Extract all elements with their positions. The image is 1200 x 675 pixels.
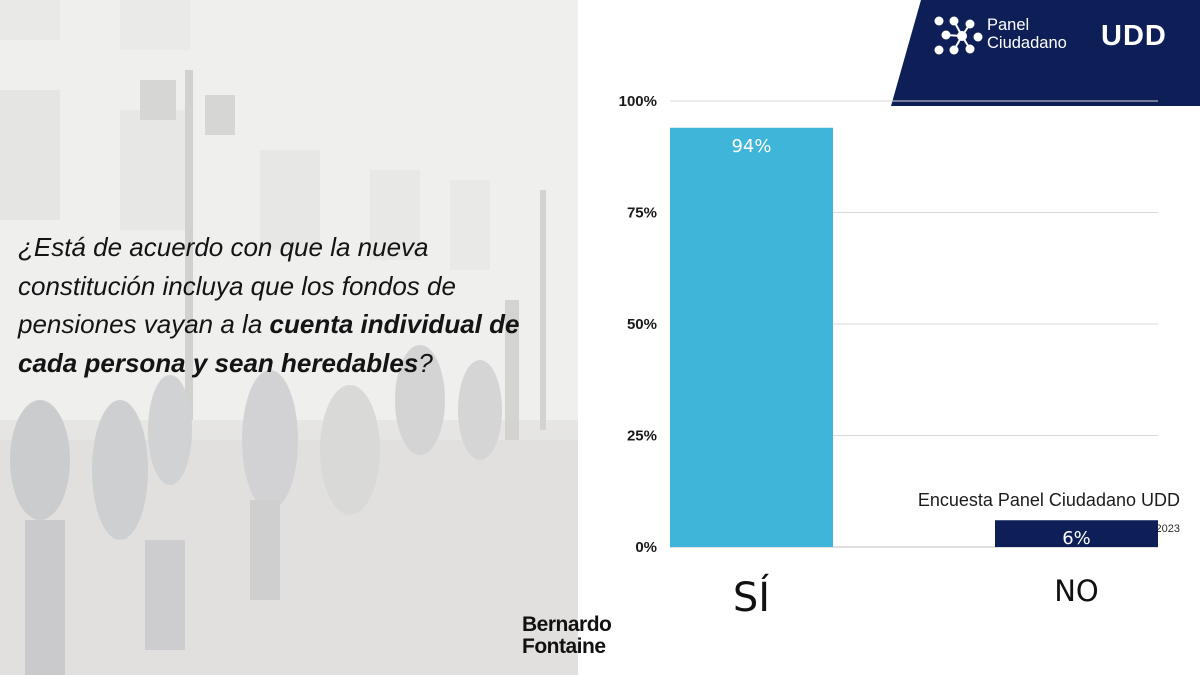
x-category-label: NO: [1054, 574, 1099, 608]
question-text-bold: cuenta individual de cada persona y sean…: [18, 309, 520, 378]
logo-line-panel: Panel: [987, 16, 1030, 34]
x-category-label: SÍ: [733, 573, 770, 621]
signature-first-name: Bernardo: [522, 613, 612, 636]
logo-text: Panel Ciudadano: [987, 16, 1067, 52]
background-photo: [0, 0, 578, 675]
y-tick-label: 100%: [619, 93, 657, 110]
logo-line-ciudadano: Ciudadano: [987, 34, 1067, 52]
y-tick-label: 25%: [627, 428, 657, 445]
data-label: 94%: [731, 136, 771, 157]
question-text-end: ?: [418, 347, 433, 378]
udd-logo: UDD: [1101, 20, 1167, 52]
y-tick-label: 75%: [627, 205, 657, 222]
bar-sí: [670, 127, 833, 547]
data-label: 6%: [1062, 528, 1091, 549]
question-text-start: ¿Está de acuerdo con que la nueva consti…: [18, 232, 456, 339]
author-signature: Bernardo Fontaine: [522, 613, 612, 658]
bar-no: [995, 520, 1158, 547]
y-tick-label: 50%: [627, 316, 657, 333]
survey-question: ¿Está de acuerdo con que la nueva consti…: [18, 228, 563, 382]
y-tick-label: 0%: [635, 539, 657, 556]
network-dots-icon: [934, 16, 983, 55]
signature-last-name: Fontaine: [522, 635, 606, 658]
white-overlay: [0, 0, 578, 675]
survey-source: Encuesta Panel Ciudadano UDD: [917, 490, 1180, 510]
